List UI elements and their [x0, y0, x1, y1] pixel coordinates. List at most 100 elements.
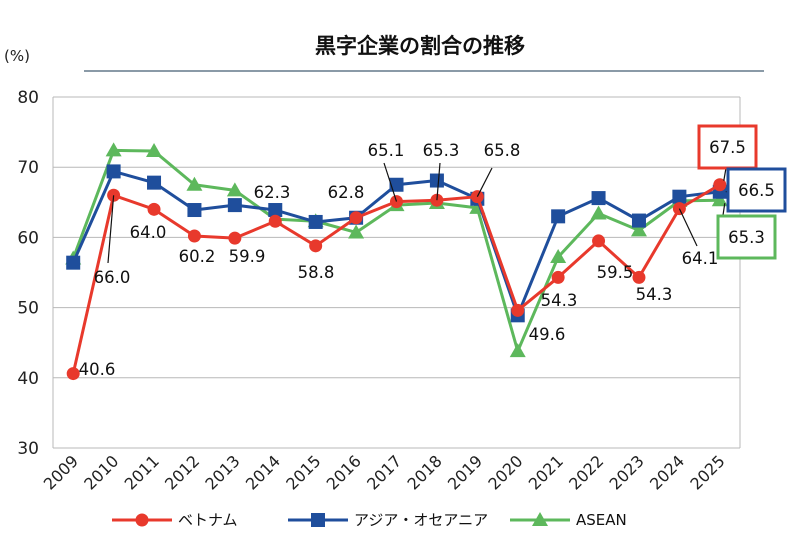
x-tick-2023: 2023	[606, 451, 648, 493]
point-2-2022	[590, 205, 607, 220]
data-label-2019: 65.8	[484, 141, 521, 160]
point-0-2020	[511, 303, 525, 317]
legend-label-1: アジア・オセアニア	[354, 511, 488, 529]
point-1-2011	[147, 175, 162, 190]
boxed-label-frame-1	[726, 167, 787, 213]
x-tick-2012: 2012	[161, 451, 203, 493]
series-line-1	[71, 169, 720, 317]
point-1-2024	[672, 189, 687, 204]
x-tick-2015: 2015	[282, 451, 324, 493]
data-label-2022: 59.5	[597, 263, 634, 282]
data-label-2018: 65.3	[423, 141, 460, 160]
x-tick-2017: 2017	[363, 451, 405, 493]
x-tick-2010: 2010	[80, 451, 122, 493]
boxed-label-1: 66.5	[726, 167, 787, 213]
x-tick-2011: 2011	[121, 451, 163, 493]
x-tick-2025: 2025	[686, 451, 728, 493]
point-2-2023	[630, 222, 647, 237]
point-1-2017	[389, 177, 404, 192]
point-2-2012	[186, 176, 203, 191]
data-label-2020: 49.6	[529, 325, 566, 344]
series-2	[65, 142, 728, 358]
data-label-2009: 40.6	[79, 360, 116, 379]
point-1-2018	[429, 173, 444, 188]
boxed-label-frame-0	[697, 124, 758, 170]
x-tick-2024: 2024	[646, 451, 688, 493]
point-1-2009	[66, 255, 81, 270]
legend-marker-2	[532, 512, 548, 526]
point-0-2023	[632, 270, 646, 284]
point-0-2016	[349, 211, 363, 225]
leader-line-0	[107, 195, 115, 264]
point-1-2012	[187, 203, 202, 218]
leader-line-3	[476, 167, 493, 197]
x-tick-2016: 2016	[323, 451, 365, 493]
grid	[52, 96, 741, 449]
point-0-2015	[309, 239, 323, 253]
label-leader-lines	[107, 162, 731, 264]
boxed-labels: 67.5 66.5 65.3	[697, 124, 787, 260]
data-label-2014: 62.3	[254, 183, 291, 202]
point-1-2013	[227, 198, 242, 213]
y-tick-70: 70	[17, 158, 39, 178]
point-0-2025	[713, 178, 727, 192]
point-2-2010	[105, 142, 122, 157]
x-tick-2022: 2022	[565, 451, 607, 493]
point-0-2014	[268, 214, 282, 228]
legend-item-1: アジア・オセアニア	[288, 511, 488, 529]
x-tick-2018: 2018	[404, 451, 446, 493]
boxed-label-text-2: 65.3	[728, 228, 765, 247]
point-0-2009	[66, 367, 80, 381]
x-tick-2014: 2014	[242, 451, 284, 493]
legend-marker-1	[311, 513, 325, 527]
data-label-2015: 58.8	[298, 263, 335, 282]
x-axis-ticks: 2009201020112012201320142015201620172018…	[40, 451, 729, 493]
x-tick-2013: 2013	[201, 451, 243, 493]
point-2-2016	[348, 224, 365, 239]
leader-line-4	[678, 208, 698, 247]
boxed-label-text-1: 66.5	[738, 181, 775, 200]
y-tick-30: 30	[17, 439, 39, 459]
legend: ベトナム アジア・オセアニア ASEAN	[112, 511, 627, 529]
data-label-2017: 65.1	[368, 141, 405, 160]
point-1-2023	[631, 213, 646, 228]
point-1-2021	[551, 209, 566, 224]
legend-label-0: ベトナム	[178, 511, 238, 529]
y-axis-ticks: 30 40 50 60 70 80	[17, 88, 39, 459]
data-label-2024: 64.1	[682, 249, 719, 268]
x-tick-2009: 2009	[40, 451, 82, 493]
point-2-2020	[509, 343, 526, 358]
data-label-2023: 54.3	[636, 285, 673, 304]
y-axis-unit: (%)	[4, 47, 30, 65]
point-1-2015	[308, 214, 323, 229]
x-tick-2020: 2020	[484, 451, 526, 493]
legend-marker-0	[135, 513, 149, 527]
point-2-2021	[550, 249, 567, 264]
boxed-label-2: 65.3	[716, 214, 777, 260]
point-0-2012	[187, 229, 201, 243]
leader-line-5	[723, 167, 727, 181]
point-0-2022	[592, 234, 606, 248]
chart-title: 黒字企業の割合の推移	[315, 34, 525, 58]
point-1-2010	[106, 164, 121, 179]
series-lines	[65, 142, 728, 381]
boxed-label-text-0: 67.5	[709, 138, 746, 157]
point-1-2022	[591, 191, 606, 206]
point-0-2011	[147, 202, 161, 216]
point-2-2025	[711, 192, 728, 207]
data-labels: 40.6 66.0 64.0 60.2 59.9 62.3 58.8 62.8 65.1 65.3…	[79, 141, 719, 379]
point-2-2013	[226, 182, 243, 197]
data-label-2010: 66.0	[94, 268, 131, 287]
legend-item-0: ベトナム	[112, 511, 238, 529]
y-tick-40: 40	[17, 369, 39, 389]
x-tick-2021: 2021	[525, 451, 567, 493]
point-0-2013	[228, 231, 242, 245]
leader-line-2	[436, 162, 441, 201]
data-label-2021: 54.3	[541, 291, 578, 310]
data-label-2011: 64.0	[130, 223, 167, 242]
legend-item-2: ASEAN	[510, 511, 627, 529]
legend-label-2: ASEAN	[576, 511, 627, 529]
boxed-label-frame-2	[716, 214, 777, 260]
point-2-2011	[146, 143, 163, 158]
